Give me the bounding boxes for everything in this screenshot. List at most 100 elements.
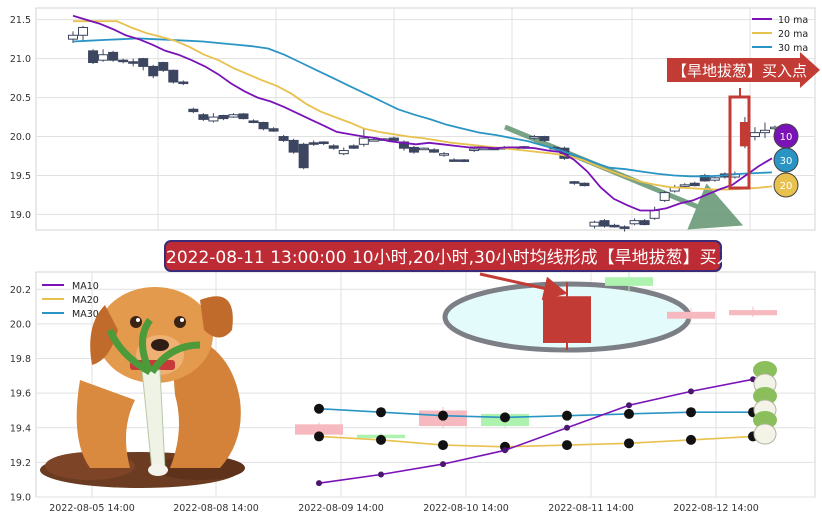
svg-text:20: 20	[780, 181, 793, 192]
top-y-tick-label: 21.0	[10, 54, 31, 65]
top-candle	[699, 173, 710, 182]
bottom-legend-ma20: MA20	[72, 295, 99, 306]
top-candle	[709, 177, 720, 182]
bottom-ma30-point	[376, 407, 386, 418]
bottom-x-tick-label: 2022-08-08 14:00	[173, 503, 259, 514]
bottom-ma10-point	[378, 471, 384, 478]
top-candle	[629, 218, 640, 226]
top-candle	[218, 114, 229, 121]
top-candle	[449, 158, 460, 162]
bottom-ma20-point	[314, 431, 324, 442]
ma-badge-20: 20	[773, 172, 799, 198]
bottom-candle	[729, 306, 777, 317]
bottom-ma20-point	[686, 434, 696, 445]
top-candle	[258, 121, 269, 131]
bottom-ma30-point	[314, 403, 324, 414]
bottom-ma20-point	[376, 434, 386, 445]
bottom-ma30-point	[562, 410, 572, 421]
top-candle	[328, 144, 339, 150]
bottom-ma30-point	[686, 407, 696, 418]
bottom-ma30-line	[318, 407, 753, 419]
top-ma30-line	[72, 37, 773, 178]
bottom-y-tick-label: 19.2	[10, 458, 31, 469]
ma-badge-30: 30	[773, 147, 799, 173]
ma-badge-10: 10	[773, 123, 799, 149]
top-candle	[419, 147, 429, 151]
top-legend: 10 ma 20 ma 30 ma	[752, 15, 808, 54]
top-candle	[98, 49, 109, 62]
top-candle	[308, 140, 319, 146]
top-candle	[639, 219, 650, 226]
top-candle	[338, 147, 349, 156]
bottom-ma20-point	[624, 438, 634, 449]
buy-point-callout-label: 【旱地拔葱】买入点	[672, 62, 807, 80]
top-candle	[168, 69, 179, 84]
bottom-x-tick-label: 2022-08-11 14:00	[548, 503, 634, 514]
bottom-candle	[605, 272, 653, 293]
top-candle	[298, 142, 309, 170]
top-candle	[619, 225, 630, 232]
spring-onion-icons	[753, 361, 777, 445]
bottom-x-tick-labels: 2022-08-05 14:00 2022-08-08 14:00 2022-08-…	[49, 503, 759, 514]
top-candle	[318, 141, 329, 146]
bottom-x-tick-label: 2022-08-09 14:00	[298, 503, 384, 514]
svg-text:30: 30	[780, 156, 793, 167]
top-candle	[569, 180, 580, 185]
bottom-ma30-point	[438, 410, 448, 421]
bottom-ma10-point	[440, 461, 446, 468]
top-candle	[539, 135, 550, 142]
bottom-legend: MA10 MA20 MA30	[42, 281, 99, 320]
svg-text:10: 10	[780, 132, 793, 143]
top-candle	[148, 64, 159, 79]
top-y-tick-label: 19.0	[10, 210, 31, 221]
bottom-ma-lines	[314, 376, 758, 487]
top-candle	[138, 57, 149, 71]
top-candle	[439, 152, 450, 157]
buy-point-callout: 【旱地拔葱】买入点	[667, 52, 820, 88]
bottom-ma20-point	[438, 440, 448, 451]
bottom-ma10-line	[318, 378, 754, 484]
bottom-x-tick-label: 2022-08-12 14:00	[673, 503, 759, 514]
bottom-y-tick-label: 20.2	[10, 285, 31, 296]
top-ma10-line	[72, 14, 773, 212]
top-candle	[158, 61, 169, 72]
bottom-ma20-line	[318, 435, 754, 448]
top-candle	[208, 113, 219, 123]
signal-banner: 2022-08-11 13:00:00 10小时,20小时,30小时均线形成【旱…	[164, 240, 751, 272]
bottom-ma30-point	[624, 408, 634, 419]
dog-illustration	[40, 287, 245, 488]
bottom-y-tick-label: 19.4	[10, 423, 31, 434]
top-candle	[198, 113, 209, 121]
bottom-y-tick-label: 19.0	[10, 493, 31, 504]
top-ma20-line	[73, 20, 773, 191]
top-candle	[459, 159, 470, 163]
bottom-candle	[667, 308, 715, 321]
bottom-legend-ma30: MA30	[72, 309, 99, 320]
top-candle	[529, 134, 540, 140]
bottom-x-tick-label: 2022-08-05 14:00	[49, 503, 135, 514]
bottom-candle	[543, 282, 591, 350]
top-legend-ma20: 20 ma	[778, 29, 808, 40]
top-y-tick-label: 20.5	[10, 93, 31, 104]
bottom-ma10-point	[688, 388, 694, 395]
top-grid	[36, 8, 815, 230]
top-candle	[659, 191, 670, 202]
top-candle	[268, 127, 279, 132]
bottom-ma10-point	[564, 424, 570, 431]
bottom-y-tick-label: 20.0	[10, 319, 31, 330]
top-candle	[589, 220, 600, 229]
top-ma-lines	[72, 14, 773, 212]
top-y-tick-label: 20.0	[10, 132, 31, 143]
top-candle	[579, 182, 590, 187]
top-candle	[228, 113, 239, 118]
top-candle	[759, 122, 770, 139]
top-candle	[78, 25, 89, 42]
bottom-y-tick-labels: 19.0 19.2 19.4 19.6 19.8 20.0 20.2	[10, 285, 31, 504]
top-y-tick-labels: 19.0 19.5 20.0 20.5 21.0 21.5	[10, 15, 31, 221]
bottom-y-tick-label: 19.8	[10, 354, 31, 365]
top-candle	[348, 144, 359, 149]
top-candle	[108, 50, 119, 62]
top-y-tick-label: 21.5	[10, 15, 31, 26]
top-legend-ma10: 10 ma	[778, 15, 808, 26]
